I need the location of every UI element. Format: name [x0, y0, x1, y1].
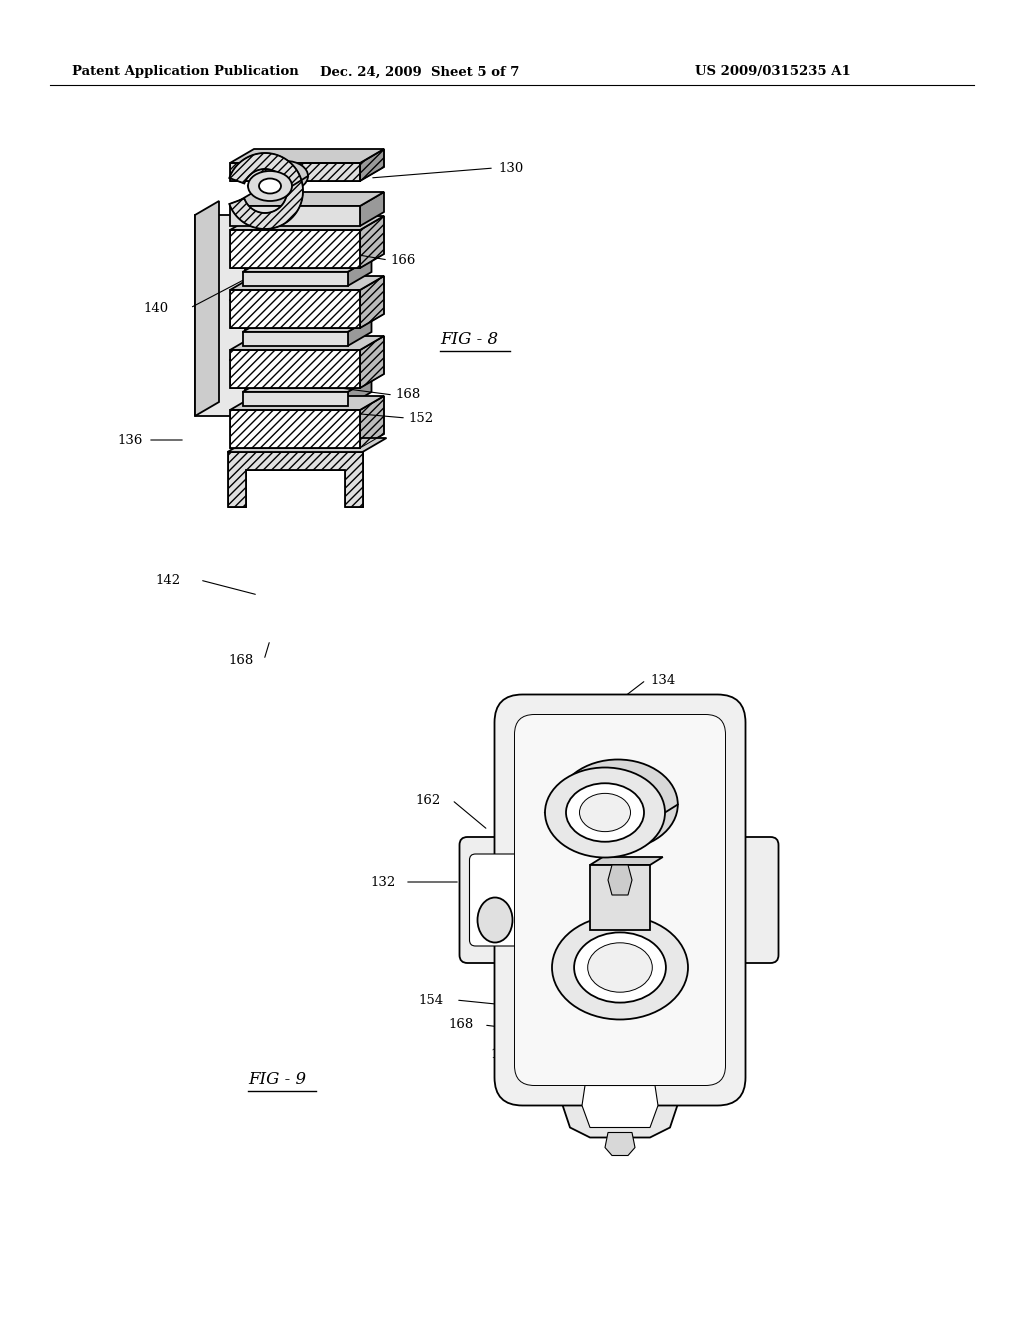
- Polygon shape: [230, 149, 384, 162]
- Ellipse shape: [264, 161, 308, 191]
- Text: FIG - 8: FIG - 8: [440, 331, 498, 348]
- Polygon shape: [230, 216, 384, 230]
- Text: 152: 152: [408, 412, 433, 425]
- Text: 160: 160: [490, 1048, 515, 1061]
- Ellipse shape: [259, 178, 281, 194]
- FancyBboxPatch shape: [469, 854, 520, 946]
- Polygon shape: [360, 276, 384, 327]
- Text: 136: 136: [118, 433, 143, 446]
- Polygon shape: [195, 215, 305, 416]
- Ellipse shape: [552, 916, 688, 1019]
- Polygon shape: [195, 201, 219, 416]
- Ellipse shape: [248, 172, 292, 201]
- Polygon shape: [590, 857, 663, 865]
- Text: 170: 170: [715, 805, 740, 818]
- Polygon shape: [243, 378, 372, 392]
- Bar: [590, 865, 650, 931]
- Text: Dec. 24, 2009  Sheet 5 of 7: Dec. 24, 2009 Sheet 5 of 7: [321, 66, 520, 78]
- Polygon shape: [230, 396, 384, 411]
- Text: 168: 168: [395, 388, 420, 401]
- Polygon shape: [243, 333, 347, 346]
- Text: 134: 134: [650, 673, 675, 686]
- Polygon shape: [560, 1077, 680, 1138]
- Polygon shape: [230, 191, 384, 206]
- Polygon shape: [243, 272, 347, 286]
- Polygon shape: [347, 318, 372, 346]
- Polygon shape: [360, 396, 384, 447]
- Polygon shape: [230, 206, 360, 226]
- Text: FIG - 9: FIG - 9: [248, 1072, 306, 1089]
- Polygon shape: [347, 257, 372, 286]
- Ellipse shape: [588, 942, 652, 993]
- Polygon shape: [230, 162, 360, 181]
- Polygon shape: [230, 411, 360, 447]
- Ellipse shape: [477, 898, 512, 942]
- FancyBboxPatch shape: [495, 694, 745, 1106]
- Polygon shape: [605, 1133, 635, 1155]
- Text: 166: 166: [700, 723, 725, 737]
- Text: 168: 168: [228, 653, 253, 667]
- Polygon shape: [582, 1085, 658, 1127]
- Polygon shape: [230, 290, 360, 327]
- Text: 166: 166: [390, 253, 416, 267]
- Polygon shape: [243, 318, 372, 333]
- Polygon shape: [347, 378, 372, 407]
- Polygon shape: [230, 276, 384, 290]
- Polygon shape: [243, 257, 372, 272]
- Ellipse shape: [580, 793, 631, 832]
- FancyBboxPatch shape: [514, 714, 725, 1085]
- FancyBboxPatch shape: [715, 837, 778, 964]
- Text: 168: 168: [449, 1019, 473, 1031]
- Polygon shape: [227, 451, 362, 507]
- Polygon shape: [360, 216, 384, 268]
- Polygon shape: [539, 713, 733, 1068]
- Text: 152: 152: [700, 842, 725, 854]
- Text: 162: 162: [415, 793, 440, 807]
- Polygon shape: [229, 153, 303, 228]
- Ellipse shape: [545, 767, 665, 858]
- Text: 142: 142: [155, 573, 180, 586]
- Polygon shape: [608, 865, 632, 895]
- Text: 164: 164: [700, 924, 725, 936]
- Text: 162: 162: [700, 875, 725, 888]
- Ellipse shape: [574, 932, 666, 1003]
- Polygon shape: [360, 191, 384, 226]
- Ellipse shape: [566, 783, 644, 842]
- Text: Patent Application Publication: Patent Application Publication: [72, 66, 299, 78]
- Polygon shape: [360, 337, 384, 388]
- Polygon shape: [230, 230, 360, 268]
- Ellipse shape: [558, 759, 678, 850]
- Text: 130: 130: [498, 161, 523, 174]
- Polygon shape: [230, 350, 360, 388]
- Polygon shape: [230, 337, 384, 350]
- Text: 168: 168: [700, 824, 725, 837]
- Polygon shape: [227, 438, 386, 451]
- FancyBboxPatch shape: [460, 837, 530, 964]
- Text: 140: 140: [143, 301, 168, 314]
- Text: US 2009/0315235 A1: US 2009/0315235 A1: [695, 66, 851, 78]
- Text: 132: 132: [370, 875, 395, 888]
- Polygon shape: [243, 392, 347, 407]
- Polygon shape: [360, 149, 384, 181]
- Text: 154: 154: [418, 994, 443, 1006]
